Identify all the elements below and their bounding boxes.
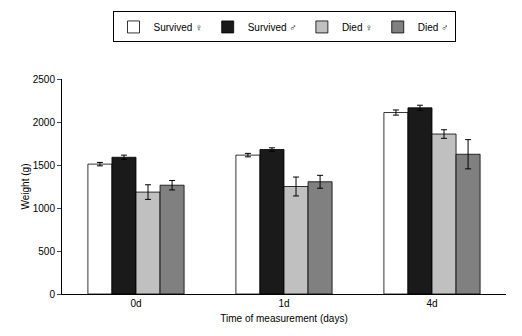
svg-text:Died ♀: Died ♀ — [342, 22, 373, 33]
svg-text:Time of measurement (days): Time of measurement (days) — [220, 313, 347, 324]
svg-text:4d: 4d — [426, 298, 437, 309]
svg-text:0d: 0d — [130, 298, 141, 309]
svg-text:1000: 1000 — [33, 203, 56, 214]
svg-text:1d: 1d — [278, 298, 289, 309]
svg-text:Weight (g): Weight (g) — [20, 164, 31, 210]
svg-text:2000: 2000 — [33, 117, 56, 128]
svg-text:500: 500 — [38, 246, 55, 257]
svg-text:Survived ♀: Survived ♀ — [154, 22, 203, 33]
svg-text:Survived ♂: Survived ♂ — [248, 22, 297, 33]
svg-text:Died ♂: Died ♂ — [418, 22, 449, 33]
svg-text:0: 0 — [49, 289, 55, 300]
svg-text:1500: 1500 — [33, 160, 56, 171]
svg-text:2500: 2500 — [33, 74, 56, 85]
